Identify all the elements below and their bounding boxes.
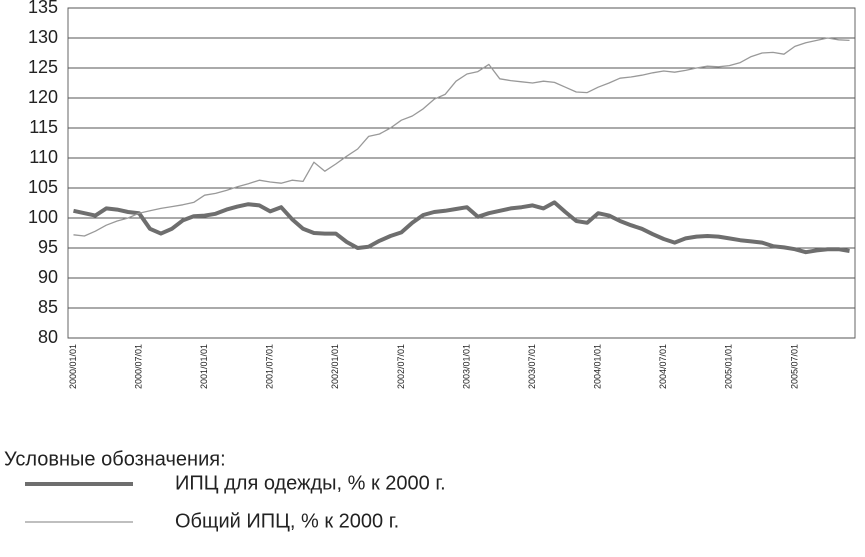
x-tick-label: 2003/01/01 [461,344,471,389]
y-tick-label: 80 [38,327,58,347]
y-tick-label: 100 [28,207,58,227]
x-tick-label: 2003/07/01 [527,344,537,389]
x-tick-label: 2004/07/01 [658,344,668,389]
legend-title: Условные обозначения: [4,448,226,470]
x-tick-label: 2005/07/01 [789,344,799,389]
series-line [73,200,850,255]
y-tick-label: 105 [28,177,58,197]
y-tick-label: 115 [29,117,58,137]
y-tick-label: 120 [28,87,58,107]
x-tick-label: 2001/01/01 [199,344,209,389]
x-tick-label: 2001/07/01 [265,344,275,389]
legend-label: Общий ИПЦ, % к 2000 г. [175,510,399,532]
y-tick-label: 95 [38,237,58,257]
y-tick-label: 90 [38,267,58,287]
y-tick-label: 135 [28,0,58,17]
x-tick-label: 2002/01/01 [330,344,340,389]
y-tick-label: 110 [29,147,58,167]
x-tick-label: 2000/01/01 [68,344,78,389]
legend-label: ИПЦ для одежды, % к 2000 г. [175,472,446,494]
series-line [73,37,850,237]
y-tick-label: 85 [38,297,58,317]
x-tick-label: 2002/07/01 [396,344,406,389]
y-tick-label: 125 [28,57,58,77]
x-tick-label: 2000/07/01 [133,344,143,389]
y-tick-label: 130 [28,27,58,47]
plot-area [67,7,856,339]
x-tick-label: 2004/01/01 [593,344,603,389]
x-tick-label: 2005/01/01 [724,344,734,389]
